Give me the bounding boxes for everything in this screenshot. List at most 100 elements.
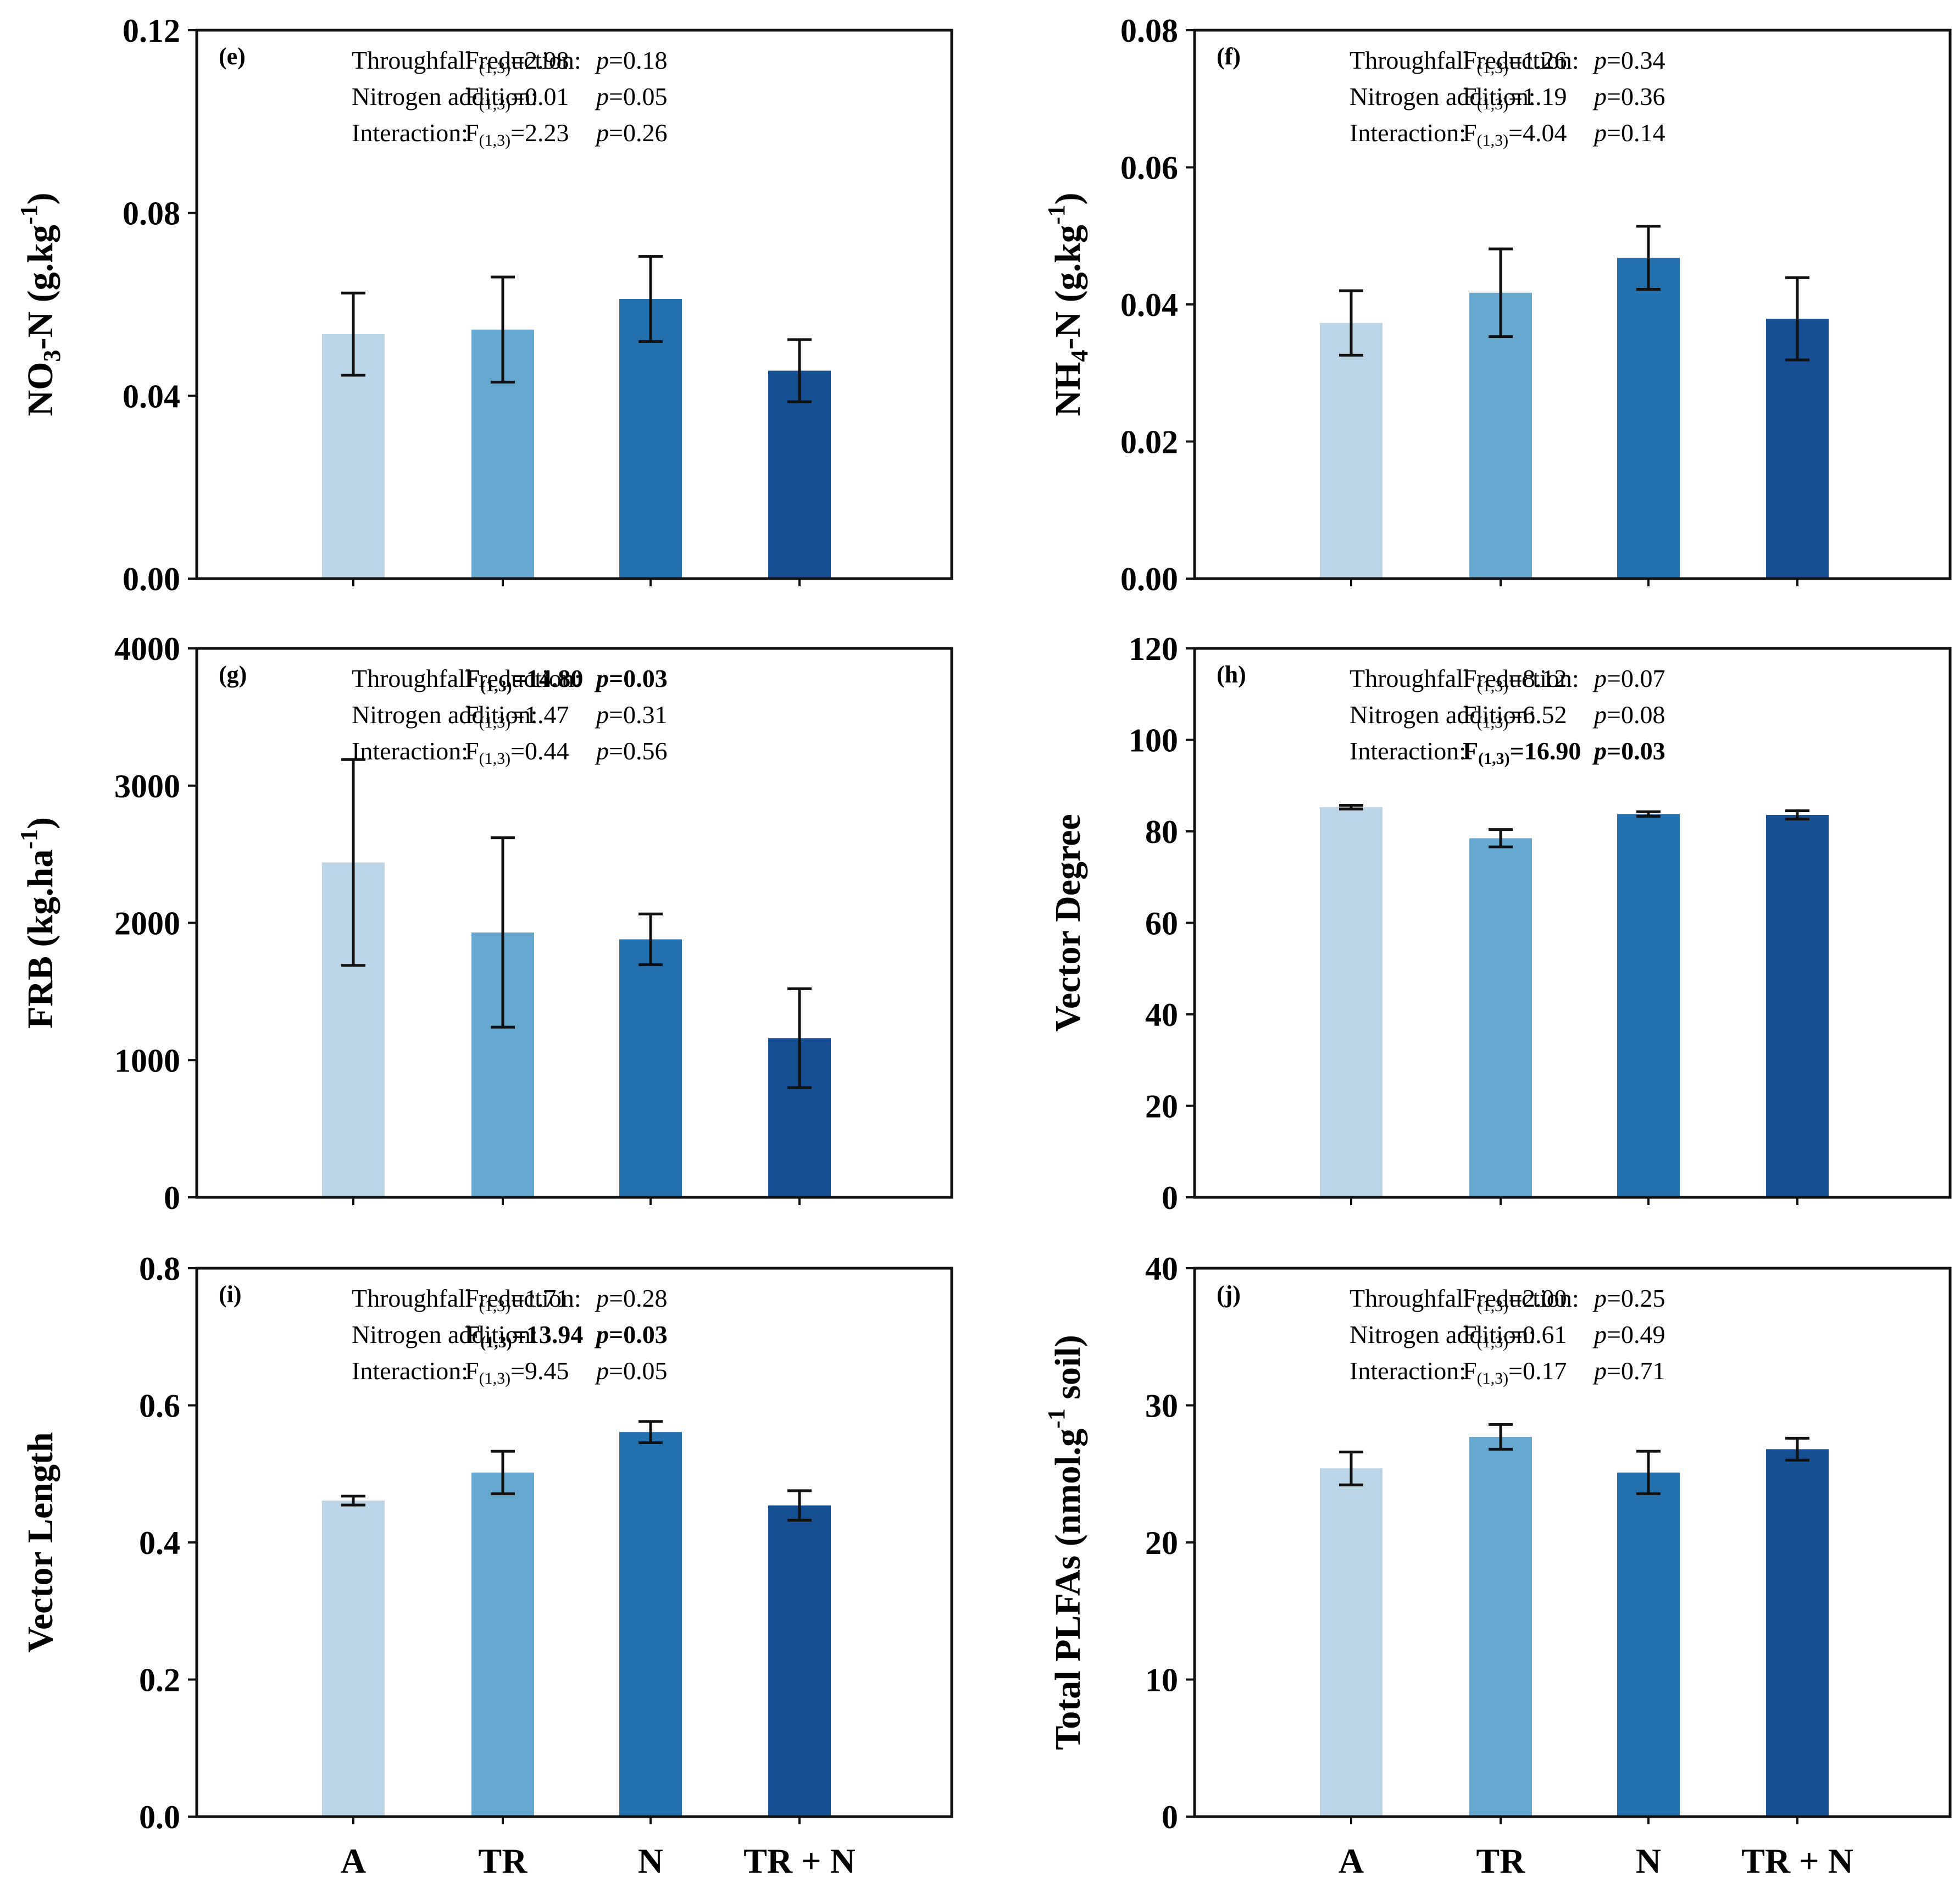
- ylabel-text: ): [20, 193, 60, 205]
- f-number: 1.71: [525, 1284, 569, 1312]
- y-tick-label: 0.00: [1120, 561, 1178, 597]
- f-df: (1,3): [1477, 1333, 1508, 1351]
- x-tick-label: TR + N: [743, 1841, 856, 1880]
- x-tick-label: N: [638, 1841, 663, 1880]
- p-equals: =: [1607, 701, 1621, 729]
- f-equals: =: [510, 1357, 525, 1385]
- stat-label: Nitrogen addition:: [352, 82, 538, 110]
- f-number: 0.01: [525, 82, 569, 110]
- y-tick-label: 3000: [114, 768, 180, 804]
- f-letter: F: [465, 1284, 479, 1312]
- bar-A: [1320, 323, 1382, 579]
- p-number: 0.49: [1621, 1320, 1665, 1348]
- y-axis-label: NH4-N (g.kg-1): [1043, 193, 1093, 417]
- f-number: 13.94: [526, 1320, 584, 1348]
- f-letter: F: [465, 1320, 480, 1348]
- y-tick-label: 40: [1145, 1251, 1178, 1287]
- x-tick-label: A: [1339, 1841, 1364, 1880]
- f-number: 14.80: [526, 664, 584, 692]
- f-number: 1.47: [525, 701, 569, 729]
- ylabel-subscript: 3: [38, 349, 65, 362]
- stat-p-value: p=0.49: [1592, 1320, 1665, 1348]
- stat-p-value: p=0.05: [595, 82, 667, 110]
- f-number: 8.12: [1523, 664, 1567, 692]
- f-equals: =: [510, 1284, 525, 1312]
- f-number: 0.61: [1523, 1320, 1567, 1348]
- stat-f-value: F(1,3)=8.12: [1463, 664, 1567, 695]
- stat-label: Throughfall reduction:: [1350, 1284, 1579, 1312]
- plot-frame: [1193, 1267, 1952, 1818]
- stat-p-value: p=0.08: [1592, 701, 1665, 729]
- stat-p-value: p=0.07: [1592, 664, 1665, 692]
- ylabel-superscript: -1: [15, 829, 42, 850]
- stat-p-value: p=0.36: [1592, 82, 1665, 110]
- bar-TRplusN: [1766, 1449, 1829, 1817]
- f-number: 2.00: [1523, 1284, 1567, 1312]
- f-letter: F: [1463, 1284, 1477, 1312]
- f-letter: F: [1463, 1357, 1477, 1385]
- f-df: (1,3): [479, 95, 510, 113]
- f-equals: =: [510, 701, 525, 729]
- y-tick-label: 0.02: [1120, 424, 1178, 460]
- p-number: 0.34: [1621, 46, 1665, 74]
- stat-f-value: F(1,3)=2.98: [465, 46, 569, 77]
- bar-A: [1320, 807, 1382, 1197]
- f-number: 4.04: [1523, 119, 1567, 147]
- p-number: 0.03: [1621, 737, 1665, 765]
- p-equals: =: [1607, 82, 1621, 110]
- f-letter: F: [465, 664, 480, 692]
- y-tick-label: 2000: [114, 906, 180, 942]
- stat-p-value: p=0.71: [1592, 1357, 1665, 1385]
- stat-f-value: F(1,3)=0.61: [1463, 1320, 1567, 1351]
- panel-h: 0 20 40 60 80 100 120 Vector Degree (h) Throughfa…: [1048, 631, 1952, 1216]
- y-axis-label: NO3-N (g.kg-1): [15, 193, 65, 417]
- stat-label: Nitrogen addition:: [1350, 82, 1536, 110]
- ylabel-text: -N (g.kg: [20, 225, 60, 349]
- x-tick-label: TR: [479, 1841, 528, 1880]
- p-letter: p: [595, 737, 609, 765]
- panel-e: 0.00 0.04 0.08 0.12 NO3-N (g.kg-1) (e) Through…: [15, 13, 953, 597]
- bar-N: [1617, 258, 1680, 579]
- p-number: 0.56: [623, 737, 668, 765]
- ylabel-text: Vector Length: [20, 1432, 60, 1652]
- f-letter: F: [465, 119, 479, 147]
- f-number: 1.26: [1523, 46, 1567, 74]
- p-letter: p: [1592, 737, 1607, 765]
- f-df: (1,3): [1477, 59, 1508, 77]
- p-equals: =: [1607, 737, 1621, 765]
- stat-f-value: F(1,3)=0.01: [465, 82, 569, 113]
- panel-label: (f): [1217, 43, 1241, 70]
- y-tick-label: 0.12: [123, 13, 180, 49]
- f-df: (1,3): [1477, 1297, 1508, 1315]
- p-number: 0.26: [623, 119, 668, 147]
- x-tick-label: TR + N: [1741, 1841, 1853, 1880]
- p-number: 0.31: [623, 701, 668, 729]
- f-number: 9.45: [525, 1357, 569, 1385]
- ylabel-text: soil): [1048, 1335, 1088, 1408]
- panel-label: (h): [1217, 661, 1246, 688]
- y-tick-label: 0.00: [123, 561, 180, 597]
- y-tick-label: 0.6: [139, 1388, 180, 1424]
- f-equals: =: [512, 1320, 526, 1348]
- p-equals: =: [1607, 119, 1621, 147]
- ylabel-superscript: -1: [1043, 1408, 1070, 1429]
- stat-p-value: p=0.26: [595, 119, 667, 147]
- bar-N: [619, 939, 682, 1197]
- bar-A: [1320, 1468, 1382, 1817]
- y-tick-label: 0.06: [1120, 150, 1178, 186]
- stat-label: Interaction:: [352, 119, 468, 147]
- f-equals: =: [1508, 119, 1523, 147]
- y-tick-label: 0.08: [1120, 13, 1178, 49]
- p-letter: p: [594, 1320, 609, 1348]
- y-tick-label: 0: [1162, 1180, 1178, 1216]
- bar-TR: [1469, 292, 1532, 579]
- f-equals: =: [510, 82, 525, 110]
- f-letter: F: [1463, 701, 1477, 729]
- f-equals: =: [510, 737, 525, 765]
- f-df: (1,3): [1478, 750, 1509, 768]
- panel-i: 0.0 0.2 0.4 0.6 0.8 Vector Length (i) Throughfa…: [20, 1251, 953, 1880]
- ylabel-text: ): [20, 817, 60, 829]
- stat-f-value: F(1,3)=16.90: [1463, 737, 1581, 768]
- ylabel-text: Vector Degree: [1048, 814, 1088, 1031]
- ylabel-text: NO: [20, 362, 60, 416]
